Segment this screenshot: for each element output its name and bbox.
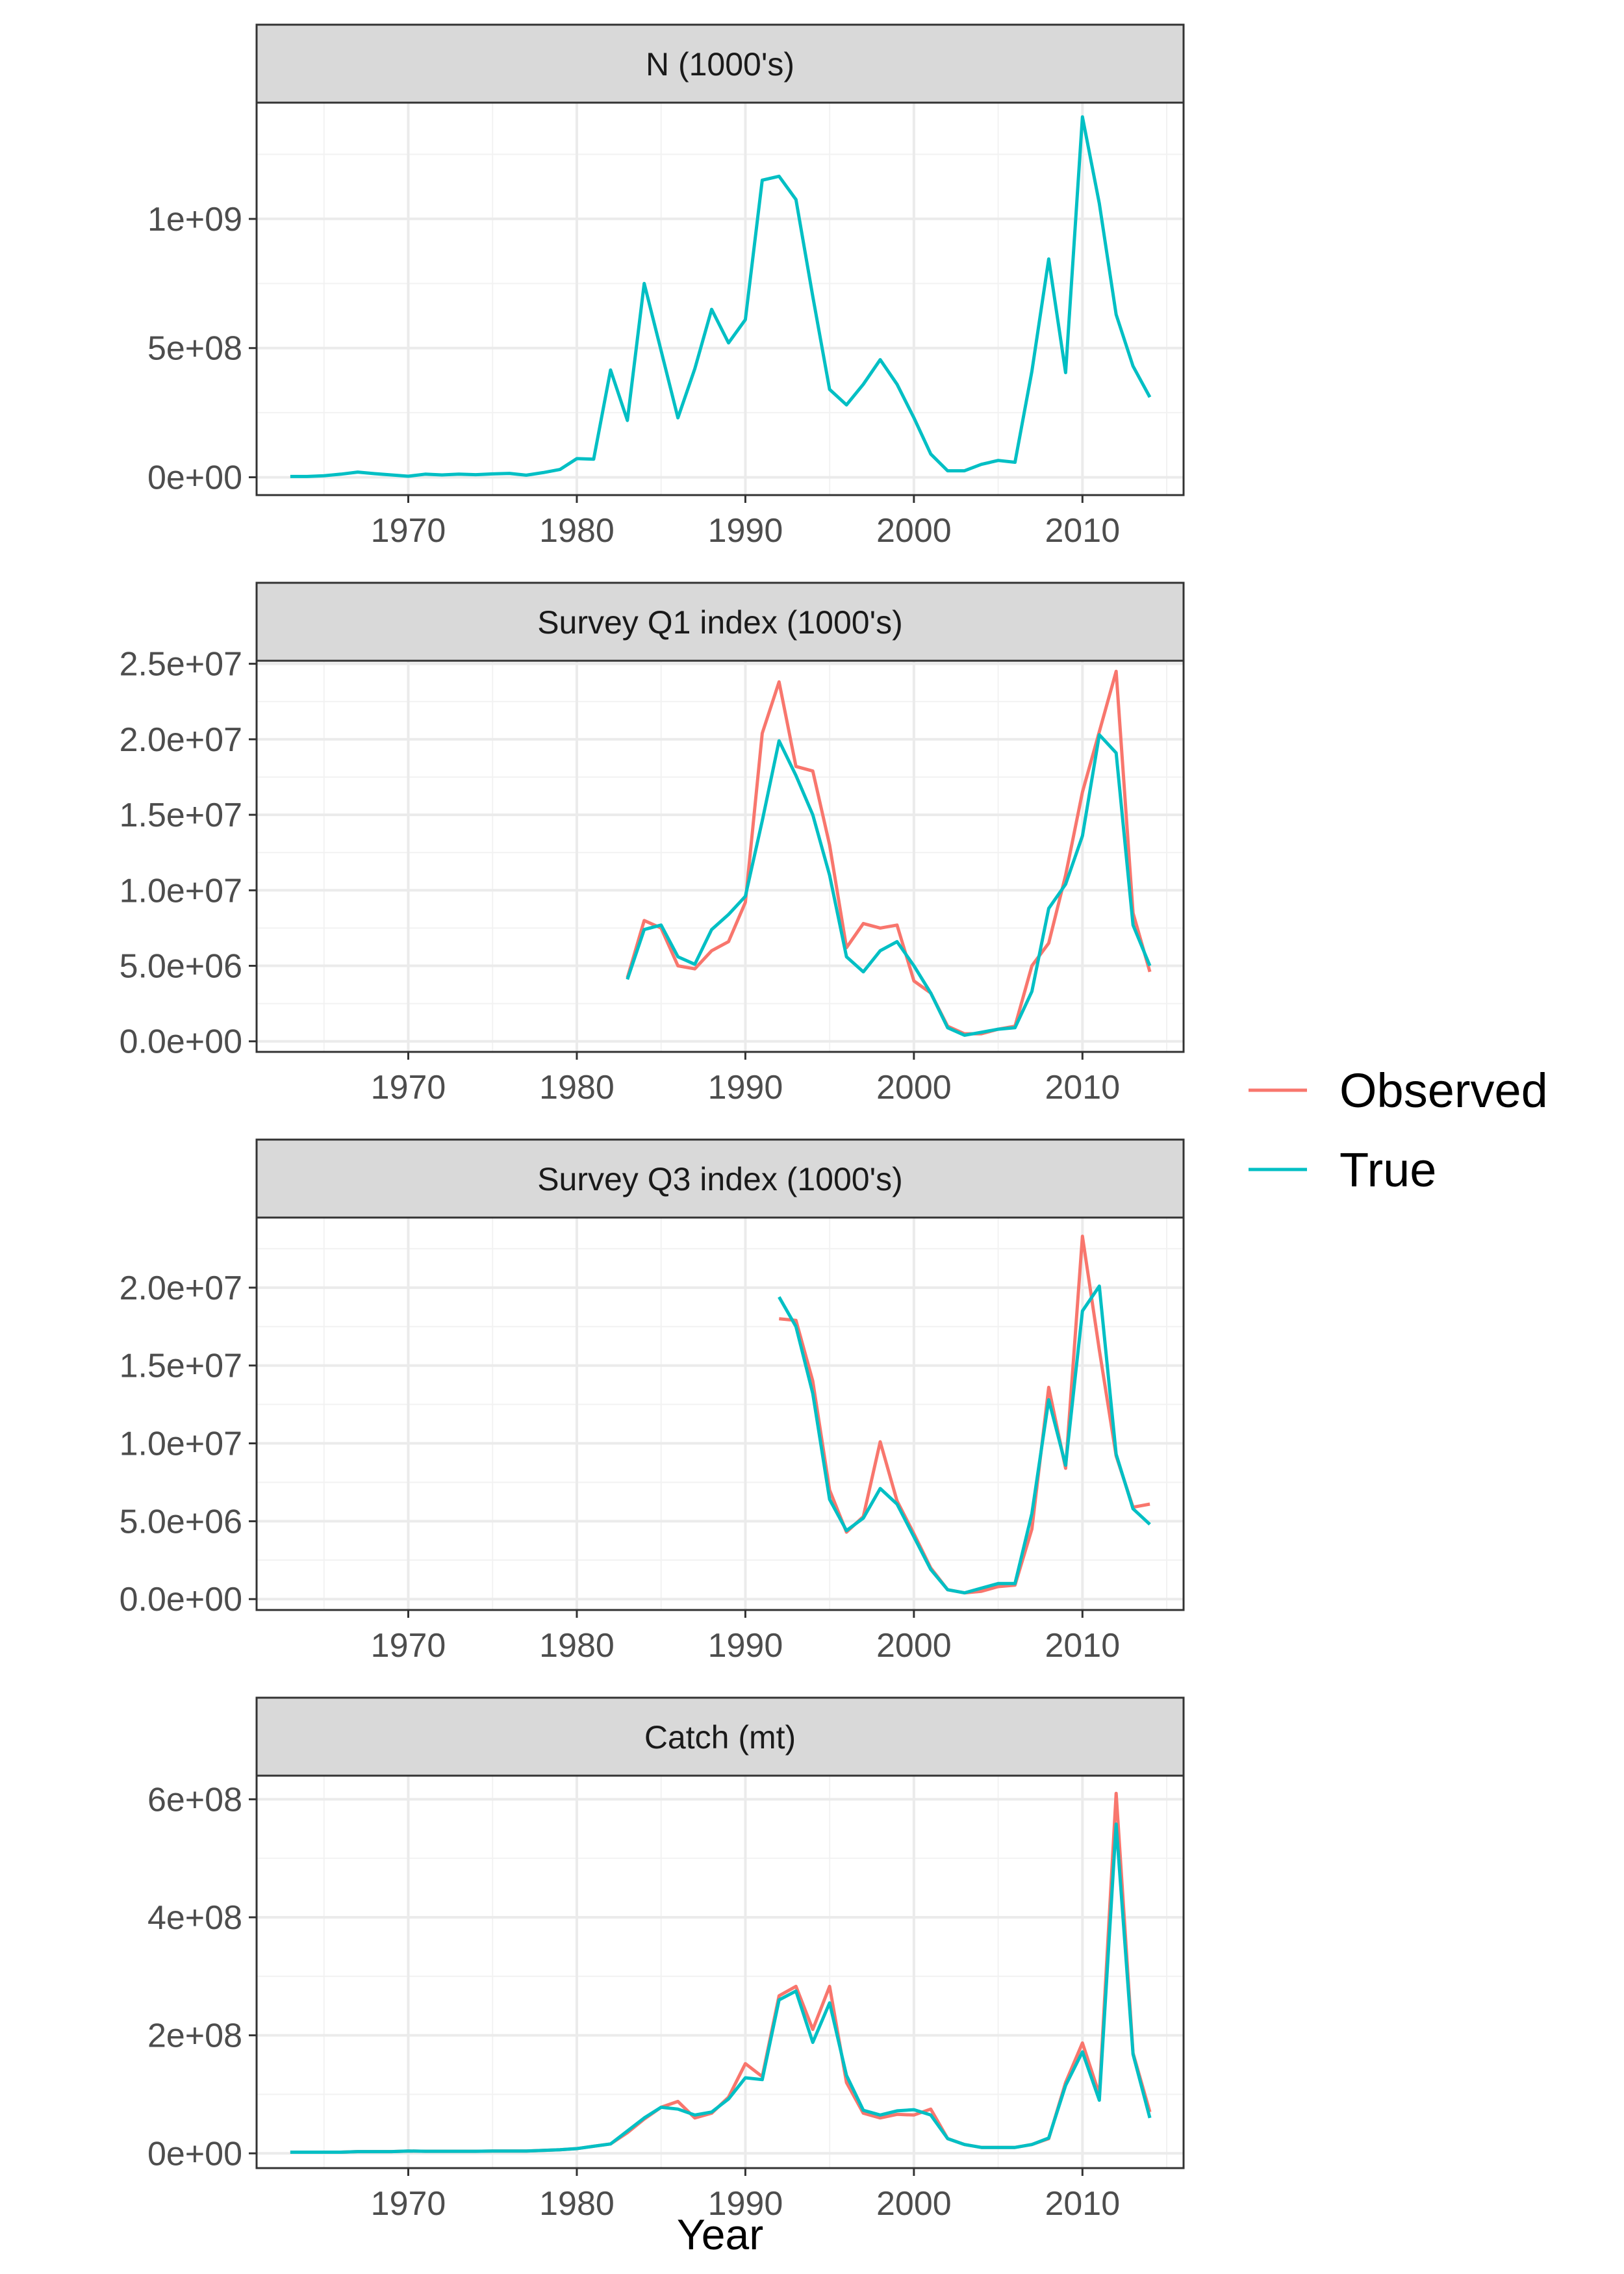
y-tick-label: 1.0e+07 <box>120 872 242 910</box>
y-tick-label: 2.0e+07 <box>120 1270 242 1307</box>
x-tick-label: 1980 <box>539 512 615 550</box>
series-line-true-survey-q3-index-1000-s <box>778 1284 1151 1595</box>
panel-background-survey-q1-index-1000-s <box>257 661 1184 1052</box>
panel-border-n-1000-s <box>255 101 1185 496</box>
y-tick-label: 2e+08 <box>147 2017 242 2055</box>
x-tick-label: 2000 <box>876 1069 952 1106</box>
x-tick-label: 1980 <box>539 2185 615 2223</box>
y-tick-label: 6e+08 <box>147 1781 242 1819</box>
x-tick-label: 1980 <box>539 1069 615 1106</box>
x-tick-label: 1990 <box>708 1069 783 1106</box>
series-line-true-catch-mt <box>290 1822 1152 2154</box>
panel-title-survey-q3-index-1000-s: Survey Q3 index (1000's) <box>537 1161 903 1197</box>
panel-title-n-1000-s: N (1000's) <box>646 46 794 83</box>
x-tick-label: 2010 <box>1045 512 1120 550</box>
panel-strip-survey-q1-index-1000-s <box>255 581 1185 662</box>
panel-border-survey-q1-index-1000-s <box>255 659 1185 1053</box>
legend-label-true: True <box>1339 1143 1436 1197</box>
legend-label-observed: Observed <box>1339 1064 1548 1118</box>
x-tick-label: 2000 <box>876 512 952 550</box>
x-tick-label: 2000 <box>876 1627 952 1665</box>
panel-border-survey-q3-index-1000-s <box>255 1216 1185 1611</box>
panel-background-catch-mt <box>257 1776 1184 2168</box>
series-line-true-n-1000-s <box>290 115 1152 478</box>
x-tick-label: 1970 <box>371 1069 446 1106</box>
x-tick-label: 1970 <box>371 512 446 550</box>
x-tick-label: 1970 <box>371 2185 446 2223</box>
y-tick-label: 0e+00 <box>147 2135 242 2173</box>
y-tick-label: 0e+00 <box>147 459 242 497</box>
x-tick-label: 2010 <box>1045 2185 1120 2223</box>
x-tick-label: 1980 <box>539 1627 615 1665</box>
x-axis-title: Year <box>677 2210 763 2258</box>
x-tick-label: 1990 <box>708 512 783 550</box>
x-tick-label: 1970 <box>371 1627 446 1665</box>
y-tick-label: 0.0e+00 <box>120 1581 242 1618</box>
panel-title-survey-q1-index-1000-s: Survey Q1 index (1000's) <box>537 604 903 641</box>
panel-background-survey-q3-index-1000-s <box>257 1218 1184 1610</box>
panel-strip-catch-mt <box>255 1696 1185 1777</box>
y-tick-label: 4e+08 <box>147 1899 242 1937</box>
x-tick-label: 2010 <box>1045 1627 1120 1665</box>
x-tick-label: 2000 <box>876 2185 952 2223</box>
panel-strip-survey-q3-index-1000-s <box>255 1138 1185 1219</box>
panel-border-catch-mt <box>255 1774 1185 2169</box>
y-tick-label: 5.0e+06 <box>120 1503 242 1540</box>
x-tick-label: 1990 <box>708 2185 783 2223</box>
y-tick-label: 5e+08 <box>147 330 242 368</box>
y-tick-label: 5.0e+06 <box>120 948 242 986</box>
x-tick-label: 2010 <box>1045 1069 1120 1106</box>
panel-title-catch-mt: Catch (mt) <box>644 1719 796 1756</box>
y-tick-label: 1.0e+07 <box>120 1425 242 1463</box>
x-tick-label: 1990 <box>708 1627 783 1665</box>
y-tick-label: 1.5e+07 <box>120 797 242 834</box>
y-tick-label: 0.0e+00 <box>120 1023 242 1061</box>
y-tick-label: 1e+09 <box>147 201 242 238</box>
panel-strip-n-1000-s <box>255 23 1185 104</box>
y-tick-label: 2.0e+07 <box>120 721 242 759</box>
panel-background-n-1000-s <box>257 103 1184 495</box>
y-tick-label: 1.5e+07 <box>120 1348 242 1385</box>
series-line-true-survey-q1-index-1000-s <box>626 733 1152 1037</box>
y-tick-label: 2.5e+07 <box>120 646 242 683</box>
